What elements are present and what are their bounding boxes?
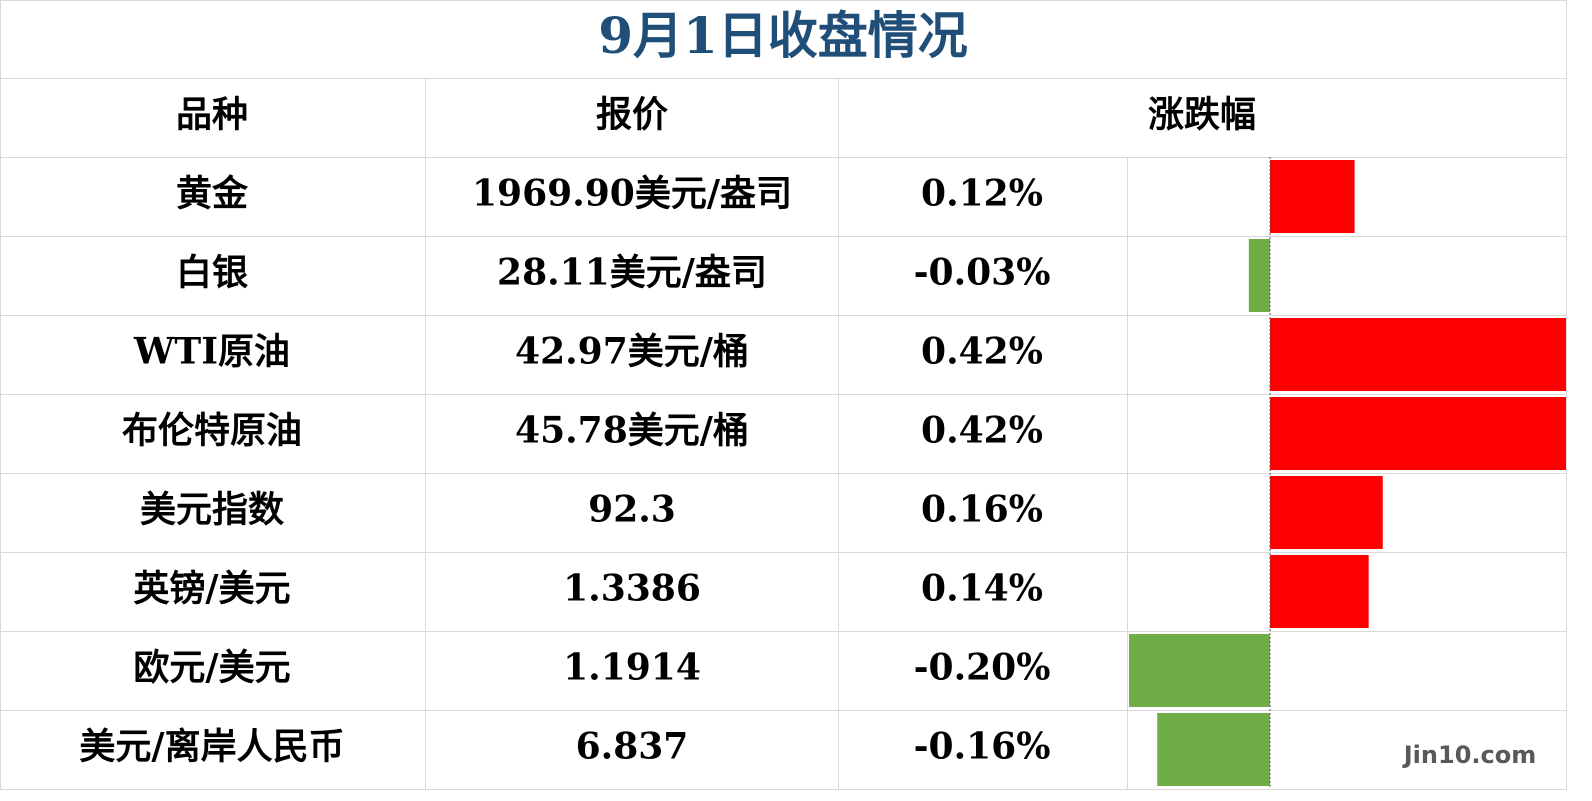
change-label: 0.12% (921, 173, 1043, 215)
change-bar (1270, 476, 1383, 549)
price: 42.97美元/桶 (515, 331, 749, 373)
price: 1.3386 (563, 568, 701, 610)
change-label: 0.14% (921, 568, 1043, 610)
item-name: 美元指数 (140, 489, 284, 531)
item-name: 布伦特原油 (122, 410, 302, 452)
price: 1.1914 (563, 647, 701, 689)
change-label: 0.16% (921, 489, 1043, 531)
item-name: 欧元/美元 (133, 647, 290, 689)
title: 9月1日收盘情况 (598, 6, 968, 65)
price: 92.3 (588, 489, 676, 531)
change-label: 0.42% (921, 410, 1043, 452)
column-header: 涨跌幅 (1148, 94, 1256, 136)
change-bar (1270, 397, 1566, 470)
change-bar (1270, 160, 1355, 233)
change-label: 0.42% (921, 331, 1043, 373)
change-bar (1129, 634, 1270, 707)
item-name: 白银 (176, 252, 248, 294)
item-name: 黄金 (176, 173, 249, 215)
change-bar (1157, 713, 1270, 786)
price: 28.11美元/盎司 (497, 252, 767, 294)
change-label: -0.16% (914, 726, 1051, 768)
change-label: -0.20% (914, 647, 1051, 689)
item-name: 美元/离岸人民币 (79, 726, 344, 768)
price: 1969.90美元/盎司 (472, 173, 792, 215)
change-label: -0.03% (914, 252, 1051, 294)
column-header: 报价 (596, 94, 668, 136)
price: 6.837 (576, 726, 689, 768)
item-name: WTI原油 (133, 331, 290, 373)
change-bar (1270, 318, 1566, 391)
change-bar (1248, 239, 1270, 312)
price: 45.78美元/桶 (515, 410, 749, 452)
item-name: 英镑/美元 (133, 568, 290, 610)
watermark: Jin10.com (1402, 741, 1536, 769)
column-header: 品种 (176, 94, 248, 136)
change-bar (1270, 555, 1369, 628)
